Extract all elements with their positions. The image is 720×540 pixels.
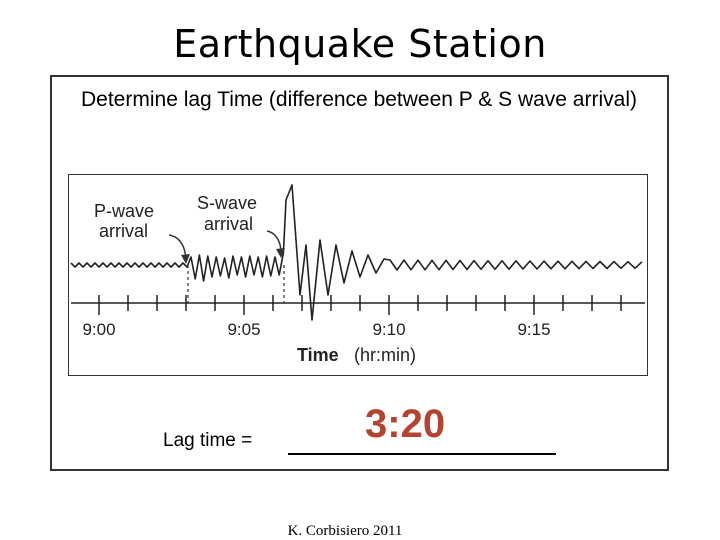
s-wave-label-2: arrival: [204, 214, 253, 234]
axis-unit: (hr:min): [354, 345, 416, 365]
tick-label: 9:15: [517, 320, 550, 339]
seismogram: P-wave arrival S-wave arrival 9:00 9:05 9:…: [68, 174, 648, 376]
time-tick-labels: 9:00 9:05 9:10 9:15: [82, 320, 550, 339]
slide-title: Earthquake Station: [173, 22, 547, 66]
p-wave-label: P-wave: [94, 201, 154, 221]
lag-time-label: Lag time =: [163, 430, 253, 451]
s-wave-arrowhead: [276, 248, 285, 258]
seismic-wave-trace: [70, 184, 643, 321]
tick-label: 9:10: [372, 320, 405, 339]
instruction-text: Determine lag Time (difference between P…: [81, 88, 637, 111]
p-wave-arrowhead: [181, 254, 190, 264]
time-axis-ticks: [98, 295, 622, 315]
lag-time-answer: 3:20: [365, 402, 446, 446]
axis-title: Time: [297, 345, 339, 365]
answer-blank-line: [288, 453, 556, 455]
s-wave-label: S-wave: [197, 193, 257, 213]
tick-label: 9:00: [82, 320, 115, 339]
author-credit: K. Corbisiero 2011: [287, 523, 403, 539]
tick-label: 9:05: [227, 320, 260, 339]
content-frame: [50, 75, 669, 471]
p-wave-label-2: arrival: [99, 221, 148, 241]
